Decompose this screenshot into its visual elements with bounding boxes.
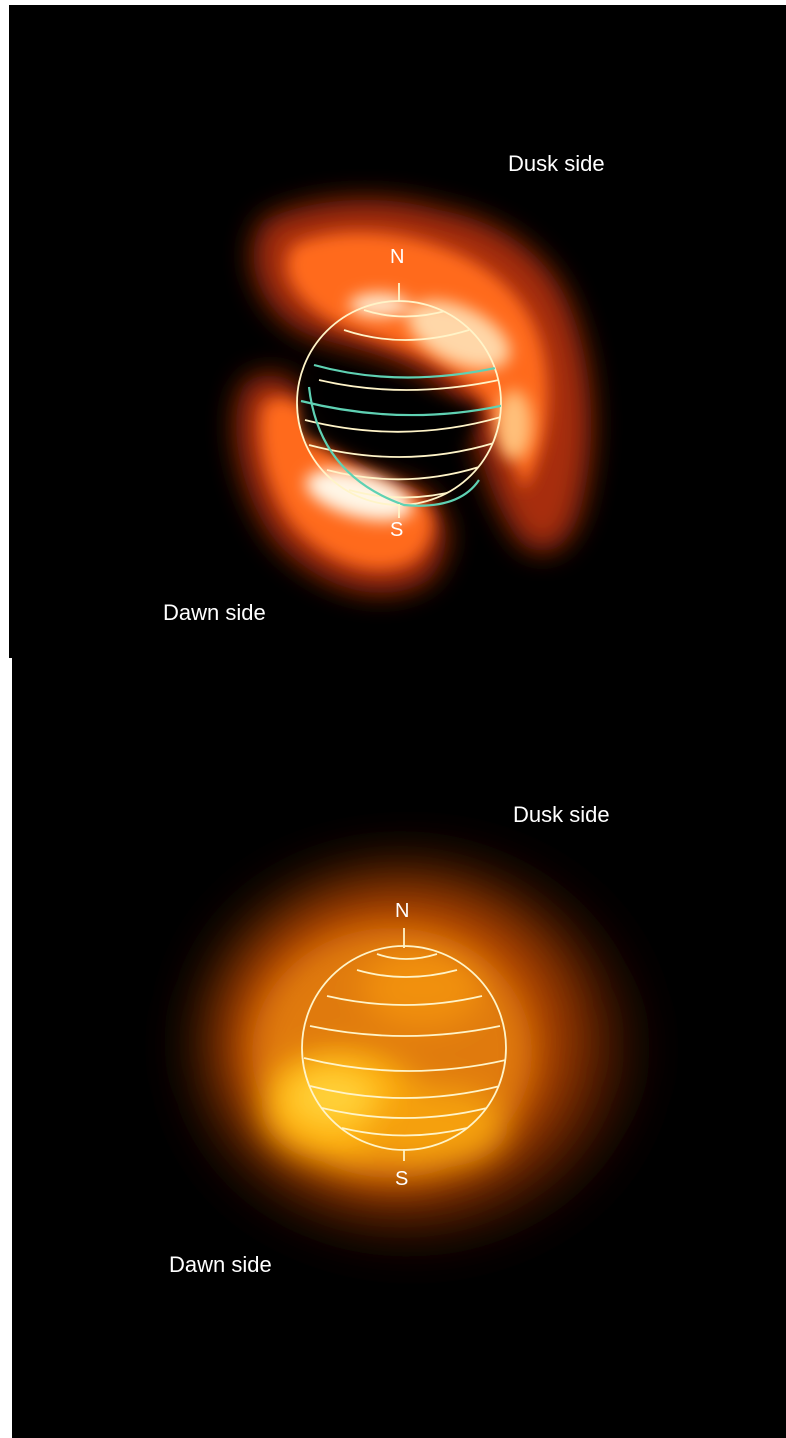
bottom-globe	[301, 928, 507, 1161]
top-emission-map	[236, 199, 592, 594]
bottom-emission-map	[202, 868, 622, 1228]
top-panel: Dusk side Dawn side N S	[9, 5, 786, 658]
top-dusk-label: Dusk side	[508, 151, 605, 176]
bottom-bright-cores	[287, 1070, 377, 1126]
bottom-dusk-label: Dusk side	[513, 802, 610, 827]
top-south-label: S	[390, 519, 404, 541]
bottom-mid-emission	[252, 928, 532, 1178]
top-globe	[296, 283, 502, 518]
bottom-panel: Dusk side Dawn side N S	[12, 658, 786, 1438]
bottom-south-label: S	[395, 1168, 409, 1190]
top-bright-cores	[305, 293, 532, 521]
bottom-dawn-label: Dawn side	[169, 1252, 272, 1277]
top-dawn-label: Dawn side	[163, 600, 266, 625]
bottom-north-label: N	[395, 900, 410, 922]
top-north-label: N	[390, 246, 405, 268]
